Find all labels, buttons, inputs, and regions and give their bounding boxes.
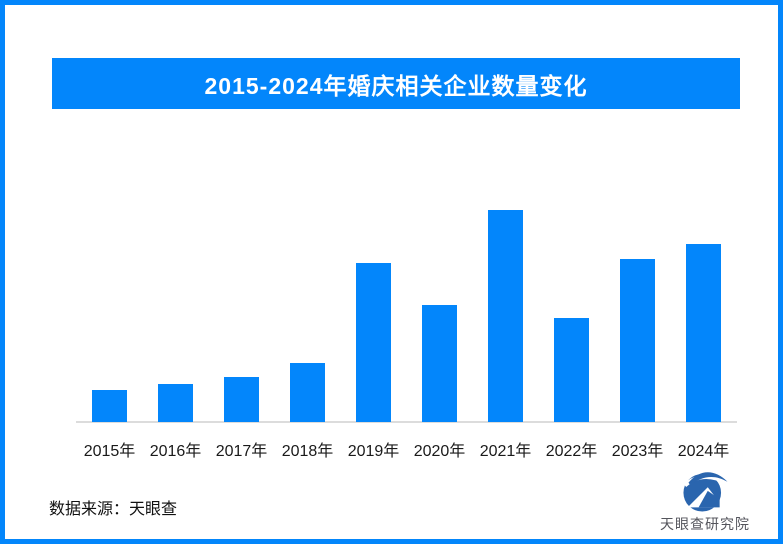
bar <box>554 318 589 422</box>
tianyancha-logo-icon <box>683 472 728 512</box>
x-axis-label: 2015年 <box>83 443 136 460</box>
logo-block: 天眼查研究院 <box>655 468 755 534</box>
bar <box>224 377 259 422</box>
x-axis-label: 2016年 <box>149 443 202 460</box>
data-source-note: 数据来源：天眼查 <box>49 501 178 518</box>
x-axis-label: 2018年 <box>281 443 334 460</box>
bar <box>158 384 193 422</box>
logo-text: 天眼查研究院 <box>660 516 750 532</box>
bar <box>488 210 523 422</box>
x-axis-label: 2019年 <box>347 443 400 460</box>
title-banner: 2015-2024年婚庆相关企业数量变化 <box>52 58 740 109</box>
x-axis-label: 2022年 <box>545 443 598 460</box>
bar <box>686 244 721 422</box>
bar-chart: 2015年 2016年 2017年 2018年 2019年 2020年 2021年 2022年… <box>5 5 778 539</box>
bar <box>290 363 325 422</box>
x-axis-line <box>76 421 737 423</box>
bar <box>422 305 457 422</box>
chart-title: 2015-2024年婚庆相关企业数量变化 <box>204 72 588 99</box>
x-axis-label: 2023年 <box>611 443 664 460</box>
x-axis-label: 2021年 <box>479 443 532 460</box>
bar <box>92 390 127 422</box>
bar <box>620 259 655 422</box>
x-axis-label: 2017年 <box>215 443 268 460</box>
x-axis-label: 2024年 <box>677 443 730 460</box>
x-axis-label: 2020年 <box>413 443 466 460</box>
bar <box>356 263 391 422</box>
